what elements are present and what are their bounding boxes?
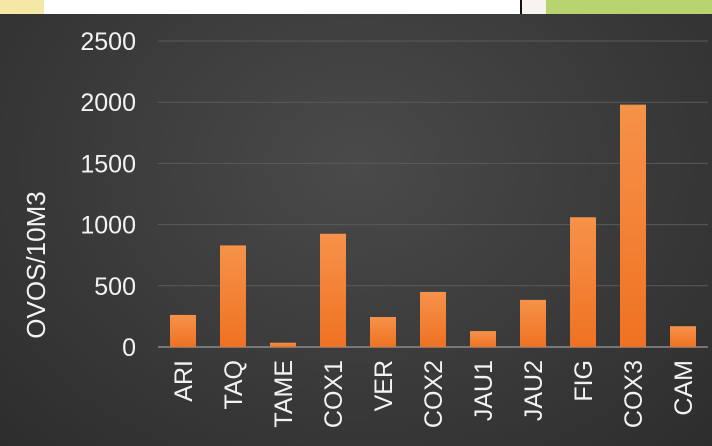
y-axis-title: OVOS/10M3 bbox=[21, 191, 51, 338]
bar-ari bbox=[170, 314, 196, 347]
x-tick-label: COX2 bbox=[420, 360, 448, 428]
gridlines bbox=[158, 40, 708, 348]
bar-tame bbox=[270, 342, 296, 347]
x-tick-label: FIG bbox=[570, 360, 598, 402]
x-tick-label: JAU1 bbox=[470, 360, 498, 421]
bar-cox2 bbox=[420, 291, 446, 347]
y-axis-ticks: 0 500 1000 1500 2000 2500 bbox=[80, 28, 136, 362]
x-tick-label: JAU2 bbox=[520, 360, 548, 421]
x-tick-label: TAQ bbox=[220, 360, 248, 410]
bar-jau1 bbox=[470, 331, 496, 347]
y-tick-label: 1000 bbox=[80, 212, 136, 240]
bar-cox1 bbox=[320, 233, 346, 347]
chart-panel: 0 500 1000 1500 2000 2500 ARI TAQ TAME COX1 VER CO… bbox=[0, 14, 712, 446]
x-tick-label: CAM bbox=[670, 360, 698, 416]
x-tick-label: ARI bbox=[170, 360, 198, 402]
y-tick-label: 1500 bbox=[80, 150, 136, 178]
x-axis-ticks: ARI TAQ TAME COX1 VER COX2 JAU1 JAU2 FIG COX3 CAM bbox=[170, 360, 698, 428]
bar-taq bbox=[220, 245, 246, 347]
center-box bbox=[44, 0, 522, 14]
top-edge-strip bbox=[0, 0, 712, 14]
x-tick-label: TAME bbox=[270, 360, 298, 428]
left-tab bbox=[0, 0, 46, 14]
bar-jau2 bbox=[520, 299, 546, 347]
bar-cam bbox=[670, 326, 696, 347]
x-tick-label: COX3 bbox=[620, 360, 648, 428]
y-tick-label: 0 bbox=[122, 334, 136, 362]
x-tick-label: COX1 bbox=[320, 360, 348, 428]
bars bbox=[170, 104, 696, 347]
y-tick-label: 500 bbox=[94, 273, 136, 301]
bar-fig bbox=[570, 217, 596, 347]
y-tick-label: 2500 bbox=[80, 28, 136, 56]
right-tab bbox=[546, 0, 712, 14]
bar-ver bbox=[370, 317, 396, 347]
bar-chart: 0 500 1000 1500 2000 2500 ARI TAQ TAME COX1 VER CO… bbox=[21, 28, 708, 428]
y-tick-label: 2000 bbox=[80, 89, 136, 117]
x-tick-label: VER bbox=[370, 360, 398, 411]
bar-cox3 bbox=[620, 104, 646, 347]
